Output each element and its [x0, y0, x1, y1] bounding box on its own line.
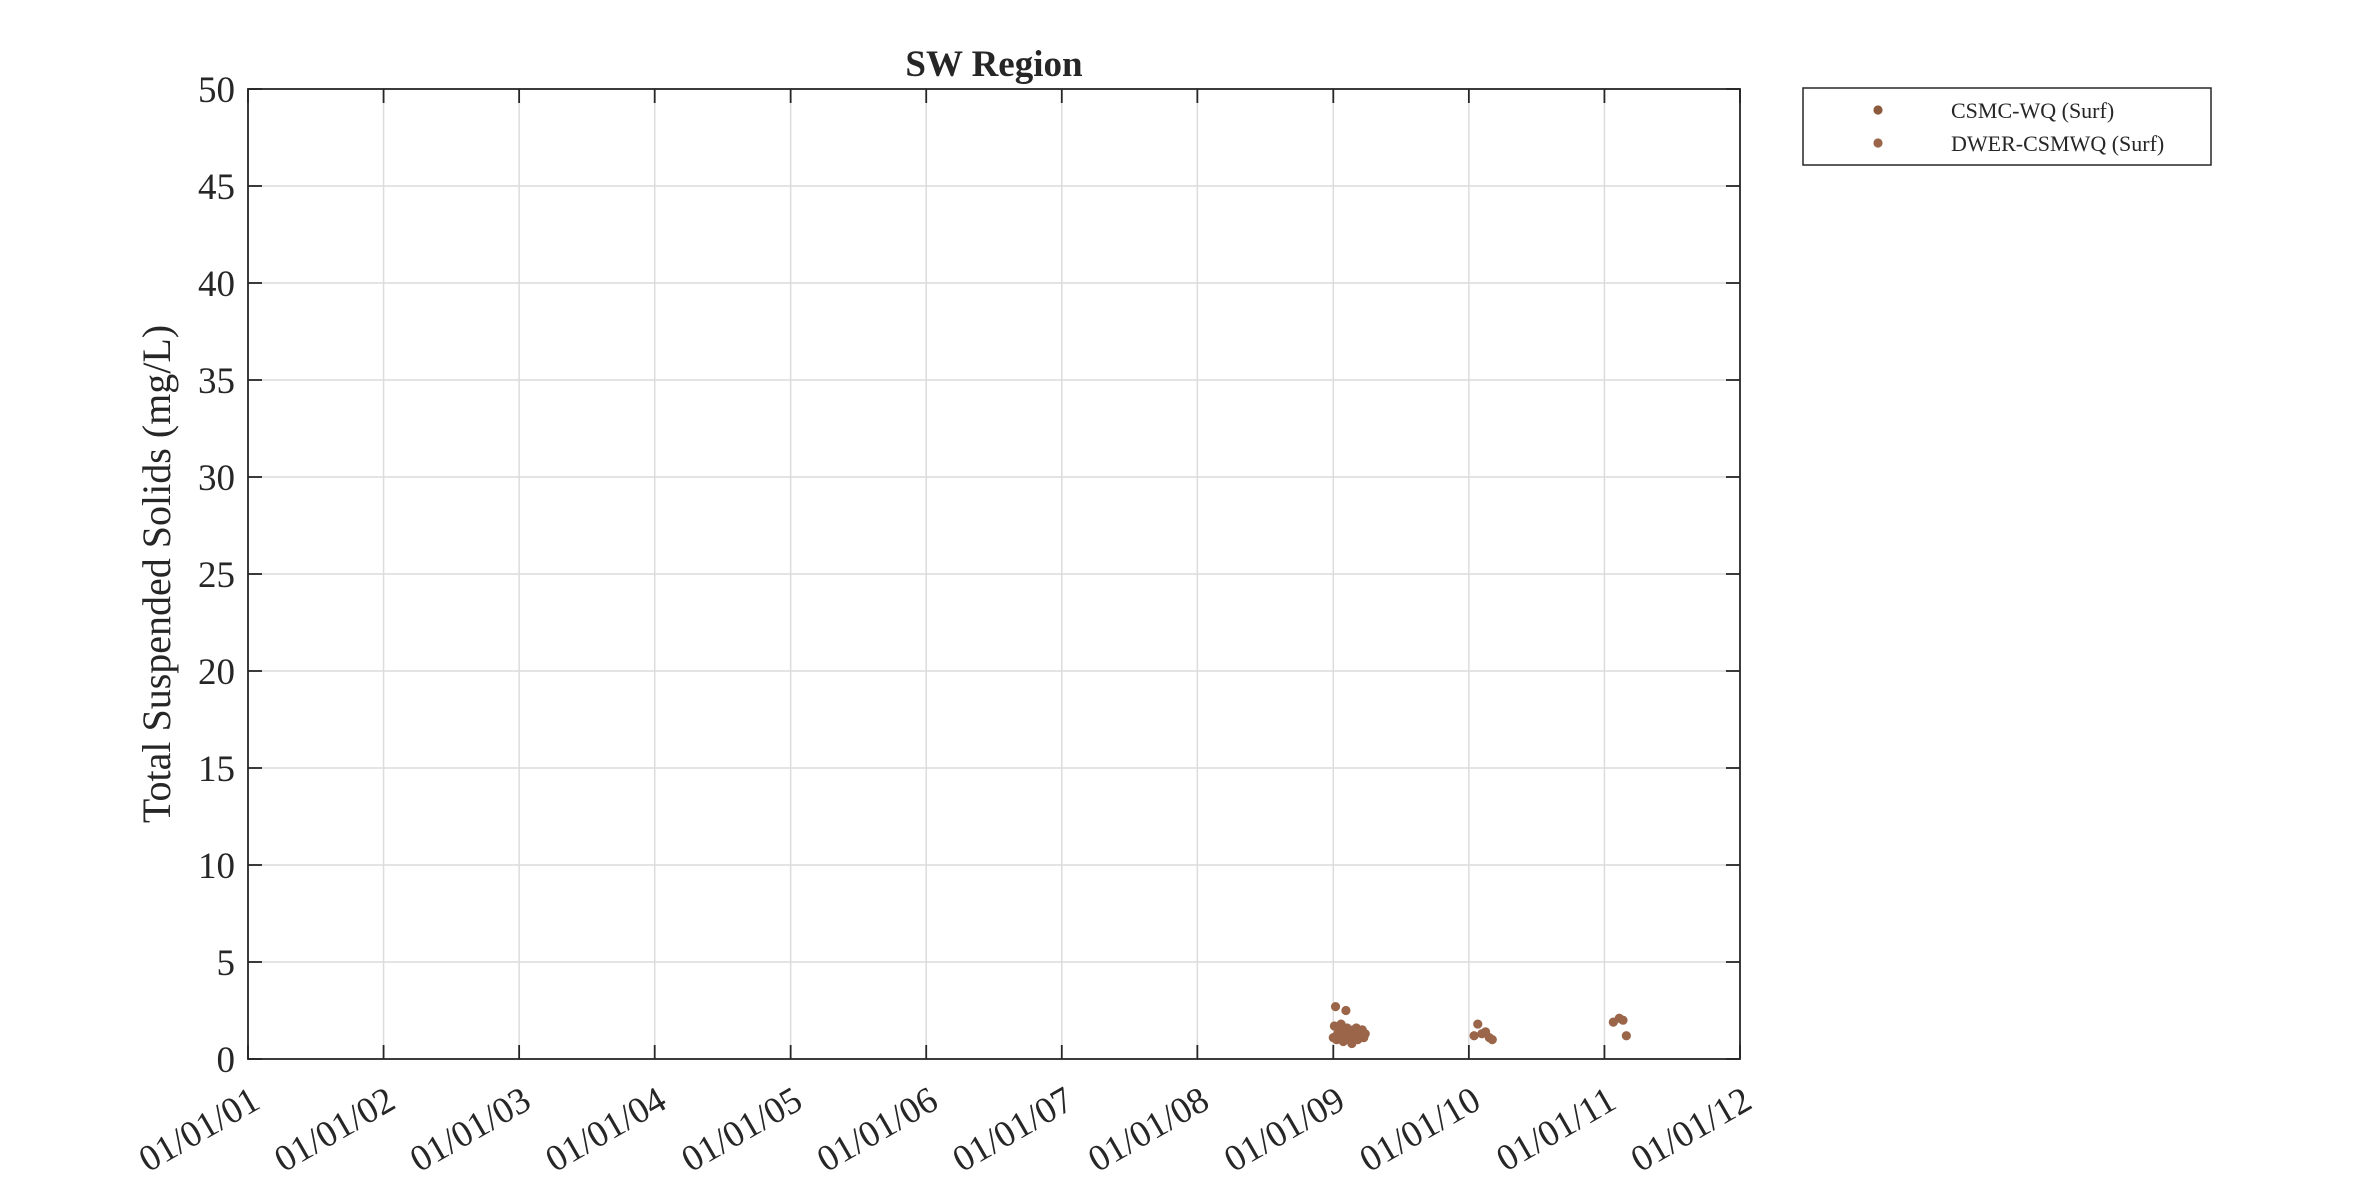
y-tick-labels: 0 5 10 15 20 25 30 35 40 45 50 — [198, 70, 235, 1081]
x-tick-label: 01/01/07 — [946, 1079, 1080, 1180]
data-point — [1618, 1015, 1628, 1025]
y-axis-label: Total Suspended Solids (mg/L) — [134, 325, 179, 823]
y-tick-label: 0 — [217, 1040, 236, 1081]
y-tick-label: 45 — [198, 167, 235, 208]
data-point — [1473, 1019, 1483, 1029]
data-point — [1487, 1035, 1497, 1045]
legend-entry: DWER-CSMWQ (Surf) — [1951, 131, 2164, 156]
y-tick-label: 30 — [198, 458, 235, 499]
x-tick-label: 01/01/03 — [403, 1079, 537, 1180]
legend-marker — [1873, 105, 1883, 115]
data-point — [1469, 1031, 1479, 1041]
x-tick-label: 01/01/01 — [132, 1079, 266, 1180]
tick-marks — [247, 88, 1741, 1060]
data-point — [1341, 1005, 1351, 1016]
x-tick-label: 01/01/02 — [268, 1079, 402, 1180]
x-tick-label: 01/01/12 — [1624, 1079, 1758, 1180]
legend-frame — [1802, 87, 2212, 166]
y-tick-label: 15 — [198, 749, 235, 790]
x-tick-label: 01/01/11 — [1490, 1079, 1623, 1180]
x-tick-label: 01/01/04 — [539, 1079, 673, 1180]
y-tick-label: 20 — [198, 652, 235, 693]
y-tick-label: 5 — [217, 943, 236, 984]
x-tick-label: 01/01/05 — [675, 1079, 809, 1180]
x-tick-label: 01/01/08 — [1081, 1079, 1215, 1180]
y-tick-label: 25 — [198, 555, 235, 596]
x-tick-label: 01/01/10 — [1353, 1079, 1487, 1180]
y-tick-label: 40 — [198, 264, 235, 305]
grid-lines — [248, 89, 1740, 1059]
data-points — [1328, 1002, 1631, 1049]
data-point — [1360, 1029, 1370, 1039]
legend: CSMC-WQ (Surf) DWER-CSMWQ (Surf) — [1802, 87, 2212, 166]
x-tick-label: 01/01/06 — [810, 1079, 944, 1180]
data-point — [1330, 1002, 1341, 1012]
y-tick-label: 50 — [198, 70, 235, 111]
x-tick-label: 01/01/09 — [1217, 1079, 1351, 1180]
y-tick-label: 10 — [198, 846, 235, 887]
legend-marker — [1873, 138, 1883, 148]
chart-title: SW Region — [905, 44, 1083, 85]
y-tick-label: 35 — [198, 361, 235, 402]
x-tick-labels: 01/01/01 01/01/02 01/01/03 01/01/04 01/01/05… — [132, 1079, 1758, 1180]
legend-entry: CSMC-WQ (Surf) — [1951, 98, 2114, 123]
data-point — [1621, 1031, 1631, 1041]
